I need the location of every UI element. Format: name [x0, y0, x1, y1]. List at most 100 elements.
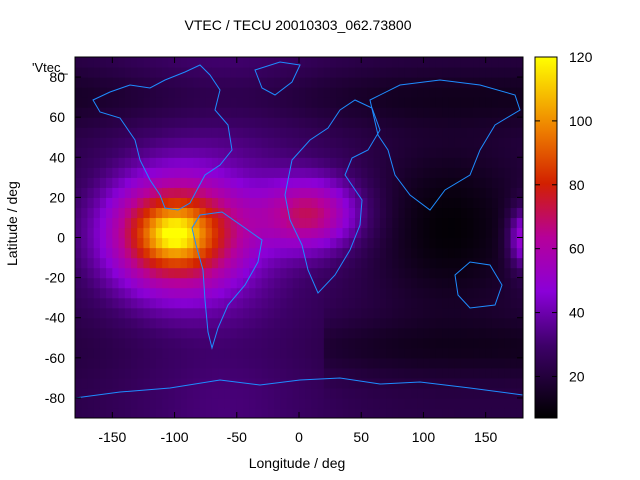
heatmap-cell — [379, 317, 387, 329]
heatmap-cell — [143, 57, 151, 68]
heatmap-cell — [187, 157, 194, 168]
heatmap-cell — [267, 57, 275, 68]
heatmap-cell — [199, 387, 207, 399]
heatmap-cell — [243, 357, 250, 369]
heatmap-cell — [423, 207, 431, 219]
heatmap-cell — [131, 177, 138, 188]
heatmap-cell — [81, 407, 89, 418]
heatmap-cell — [255, 337, 263, 349]
heatmap-cell — [236, 397, 244, 409]
heatmap-cell — [299, 77, 306, 88]
heatmap-cell — [330, 277, 337, 289]
heatmap-cell — [286, 187, 294, 198]
heatmap-cell — [143, 267, 151, 279]
heatmap-cell — [323, 97, 331, 108]
heatmap-cell — [442, 107, 449, 118]
heatmap-cell — [292, 57, 300, 68]
heatmap-cell — [342, 117, 350, 128]
heatmap-cell — [323, 387, 331, 399]
heatmap-cell — [336, 167, 344, 178]
heatmap-cell — [361, 307, 369, 319]
heatmap-cell — [348, 257, 356, 269]
heatmap-cell — [149, 267, 157, 279]
heatmap-cell — [379, 277, 387, 289]
colorbar-tick-label: 40 — [569, 305, 585, 321]
heatmap-cell — [112, 277, 120, 289]
heatmap-cell — [448, 197, 456, 209]
heatmap-cell — [460, 117, 468, 128]
heatmap-cell — [411, 107, 418, 118]
heatmap-cell — [429, 387, 437, 399]
heatmap-cell — [442, 277, 449, 289]
heatmap-cell — [255, 97, 263, 108]
heatmap-cell — [162, 317, 169, 329]
heatmap-cell — [454, 87, 462, 98]
heatmap-cell — [417, 67, 425, 78]
heatmap-cell — [131, 207, 138, 219]
heatmap-cell — [224, 407, 232, 418]
heatmap-cell — [149, 67, 157, 78]
heatmap-cell — [162, 157, 169, 168]
heatmap-cell — [211, 137, 219, 148]
heatmap-cell — [137, 227, 145, 239]
heatmap-cell — [261, 267, 269, 279]
heatmap-cell — [504, 267, 512, 279]
heatmap-cell — [255, 327, 263, 339]
heatmap-cell — [460, 357, 468, 369]
heatmap-cell — [230, 117, 238, 128]
heatmap-cell — [87, 97, 95, 108]
heatmap-cell — [87, 137, 95, 148]
heatmap-cell — [435, 317, 443, 329]
heatmap-cell — [516, 377, 523, 389]
heatmap-cell — [274, 367, 281, 379]
heatmap-cell — [305, 237, 313, 249]
heatmap-cell — [180, 157, 188, 168]
heatmap-cell — [348, 187, 356, 198]
heatmap-cell — [311, 247, 319, 259]
heatmap-cell — [379, 387, 387, 399]
heatmap-cell — [392, 117, 400, 128]
heatmap-cell — [473, 227, 481, 239]
heatmap-cell — [479, 387, 487, 399]
heatmap-cell — [311, 67, 319, 78]
heatmap-cell — [124, 407, 132, 418]
heatmap-cell — [81, 67, 89, 78]
heatmap-cell — [243, 207, 250, 219]
heatmap-cell — [168, 317, 176, 329]
heatmap-cell — [323, 247, 331, 259]
heatmap-cell — [143, 307, 151, 319]
heatmap-cell — [429, 327, 437, 339]
heatmap-cell — [317, 177, 325, 188]
heatmap-cell — [87, 367, 95, 379]
heatmap-cell — [205, 147, 213, 158]
heatmap-cell — [230, 197, 238, 209]
heatmap-cell — [467, 337, 474, 349]
heatmap-cell — [460, 127, 468, 138]
heatmap-cell — [261, 177, 269, 188]
heatmap-cell — [75, 247, 82, 259]
heatmap-cell — [93, 177, 101, 188]
heatmap-cell — [504, 177, 512, 188]
heatmap-cell — [330, 127, 337, 138]
heatmap-cell — [323, 397, 331, 409]
heatmap-cell — [286, 77, 294, 88]
heatmap-cell — [317, 257, 325, 269]
heatmap-cell — [131, 117, 138, 128]
heatmap-cell — [460, 247, 468, 259]
heatmap-cell — [224, 377, 232, 389]
heatmap-cell — [249, 87, 257, 98]
heatmap-cell — [124, 287, 132, 299]
heatmap-cell — [454, 217, 462, 229]
heatmap-cell — [249, 147, 257, 158]
heatmap-cell — [249, 157, 257, 168]
heatmap-cell — [336, 197, 344, 209]
heatmap-cell — [124, 257, 132, 269]
heatmap-cell — [317, 107, 325, 118]
heatmap-cell — [199, 307, 207, 319]
heatmap-cell — [442, 137, 449, 148]
heatmap-cell — [411, 247, 418, 259]
heatmap-cell — [81, 267, 89, 279]
heatmap-cell — [504, 107, 512, 118]
heatmap-cell — [87, 357, 95, 369]
heatmap-cell — [454, 127, 462, 138]
